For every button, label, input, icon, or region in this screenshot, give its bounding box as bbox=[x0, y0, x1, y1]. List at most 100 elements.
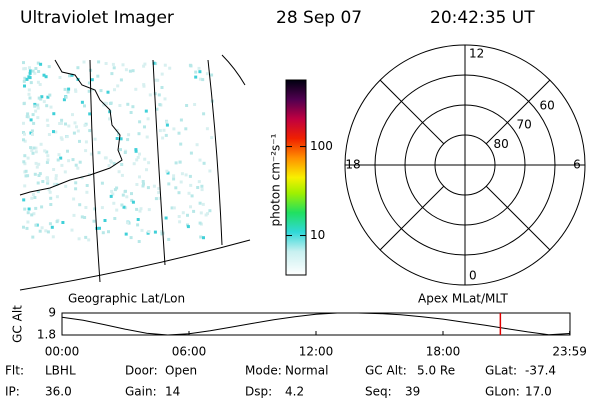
pixel bbox=[166, 171, 170, 175]
pixel bbox=[46, 158, 50, 162]
pixel bbox=[104, 62, 108, 65]
pixel bbox=[49, 105, 53, 109]
pixel bbox=[201, 78, 205, 82]
map-grid bbox=[19, 54, 251, 291]
pixel bbox=[186, 213, 189, 217]
alt-xtick-label: 00:00 bbox=[45, 345, 80, 359]
pixel bbox=[40, 205, 44, 209]
alt-xtick-label: 18:00 bbox=[426, 345, 461, 359]
pixel bbox=[142, 84, 146, 88]
pixel bbox=[130, 192, 133, 196]
pixel bbox=[168, 66, 172, 70]
pixel bbox=[208, 209, 212, 213]
pixel bbox=[26, 156, 30, 160]
pixel bbox=[92, 219, 96, 223]
colorbar-tick-label: 10 bbox=[310, 228, 325, 242]
pixel bbox=[75, 125, 78, 129]
pixel bbox=[179, 142, 183, 146]
pixel bbox=[189, 151, 193, 155]
pixel bbox=[60, 163, 64, 167]
polar-spoke bbox=[379, 79, 445, 145]
pixel bbox=[42, 100, 46, 104]
pixel bbox=[188, 174, 192, 178]
pixel bbox=[202, 236, 205, 240]
pixel bbox=[135, 207, 139, 211]
pixel bbox=[23, 84, 26, 88]
pixel bbox=[22, 121, 25, 125]
pixel bbox=[22, 160, 26, 164]
pixel bbox=[54, 177, 58, 181]
pixel bbox=[97, 151, 101, 155]
pixel bbox=[172, 177, 176, 181]
pixel bbox=[137, 132, 141, 136]
pixel bbox=[22, 225, 25, 229]
field-value: 4.2 bbox=[285, 385, 304, 399]
pixel bbox=[110, 189, 114, 193]
pixel bbox=[28, 96, 32, 100]
alt-ytick-label: 1.8 bbox=[37, 328, 56, 342]
pixel bbox=[145, 135, 149, 139]
pixel bbox=[39, 142, 43, 146]
pixel bbox=[198, 201, 202, 205]
pixel bbox=[67, 87, 71, 91]
pixel bbox=[143, 157, 147, 161]
pixel bbox=[130, 198, 134, 202]
field-value: Open bbox=[165, 364, 197, 378]
pixel bbox=[108, 117, 111, 121]
pixel bbox=[59, 156, 63, 160]
pixel bbox=[55, 182, 59, 186]
pixel bbox=[154, 62, 158, 66]
pixel bbox=[120, 173, 124, 177]
pixel bbox=[129, 236, 133, 240]
pixel bbox=[23, 207, 27, 211]
pixel bbox=[30, 149, 34, 152]
pixel bbox=[25, 226, 29, 230]
pixel bbox=[202, 112, 206, 116]
pixel bbox=[109, 194, 113, 198]
pixel bbox=[205, 127, 209, 131]
pixel bbox=[54, 130, 58, 134]
pixel bbox=[111, 62, 115, 66]
pixel bbox=[124, 189, 127, 193]
pixel bbox=[26, 211, 30, 215]
pixel bbox=[200, 188, 204, 192]
pixel bbox=[55, 220, 59, 224]
pixel bbox=[163, 63, 167, 67]
pixel bbox=[33, 104, 37, 108]
pixel bbox=[34, 223, 38, 227]
pixel bbox=[105, 102, 109, 106]
pixel bbox=[119, 78, 123, 82]
pixel bbox=[180, 172, 184, 176]
pixel bbox=[22, 67, 26, 71]
pixel bbox=[31, 133, 34, 136]
pixel bbox=[164, 216, 168, 220]
pixel bbox=[93, 137, 97, 141]
pixel bbox=[91, 88, 94, 92]
pixel bbox=[100, 181, 104, 185]
pixel bbox=[184, 127, 188, 131]
pixel bbox=[174, 161, 178, 165]
pixel bbox=[29, 81, 33, 85]
field-label: Door: bbox=[125, 364, 158, 378]
pixel bbox=[147, 161, 151, 165]
field-label: GLon: bbox=[485, 385, 520, 399]
pixel bbox=[121, 193, 125, 197]
pixel bbox=[141, 184, 145, 188]
pixel bbox=[32, 121, 36, 125]
pixel bbox=[179, 180, 183, 184]
pixel bbox=[134, 87, 138, 91]
pixel bbox=[84, 206, 88, 209]
pixel bbox=[120, 203, 124, 207]
pixel bbox=[128, 69, 132, 73]
pixel bbox=[115, 137, 119, 140]
pixel bbox=[62, 98, 66, 102]
pixel bbox=[97, 60, 101, 64]
pixel bbox=[152, 184, 156, 188]
pixel bbox=[65, 135, 69, 139]
pixel bbox=[96, 74, 100, 78]
pixel bbox=[77, 237, 81, 241]
pixel bbox=[189, 64, 193, 68]
pixel bbox=[165, 123, 169, 127]
pixel bbox=[137, 240, 141, 243]
pixel bbox=[126, 102, 130, 106]
